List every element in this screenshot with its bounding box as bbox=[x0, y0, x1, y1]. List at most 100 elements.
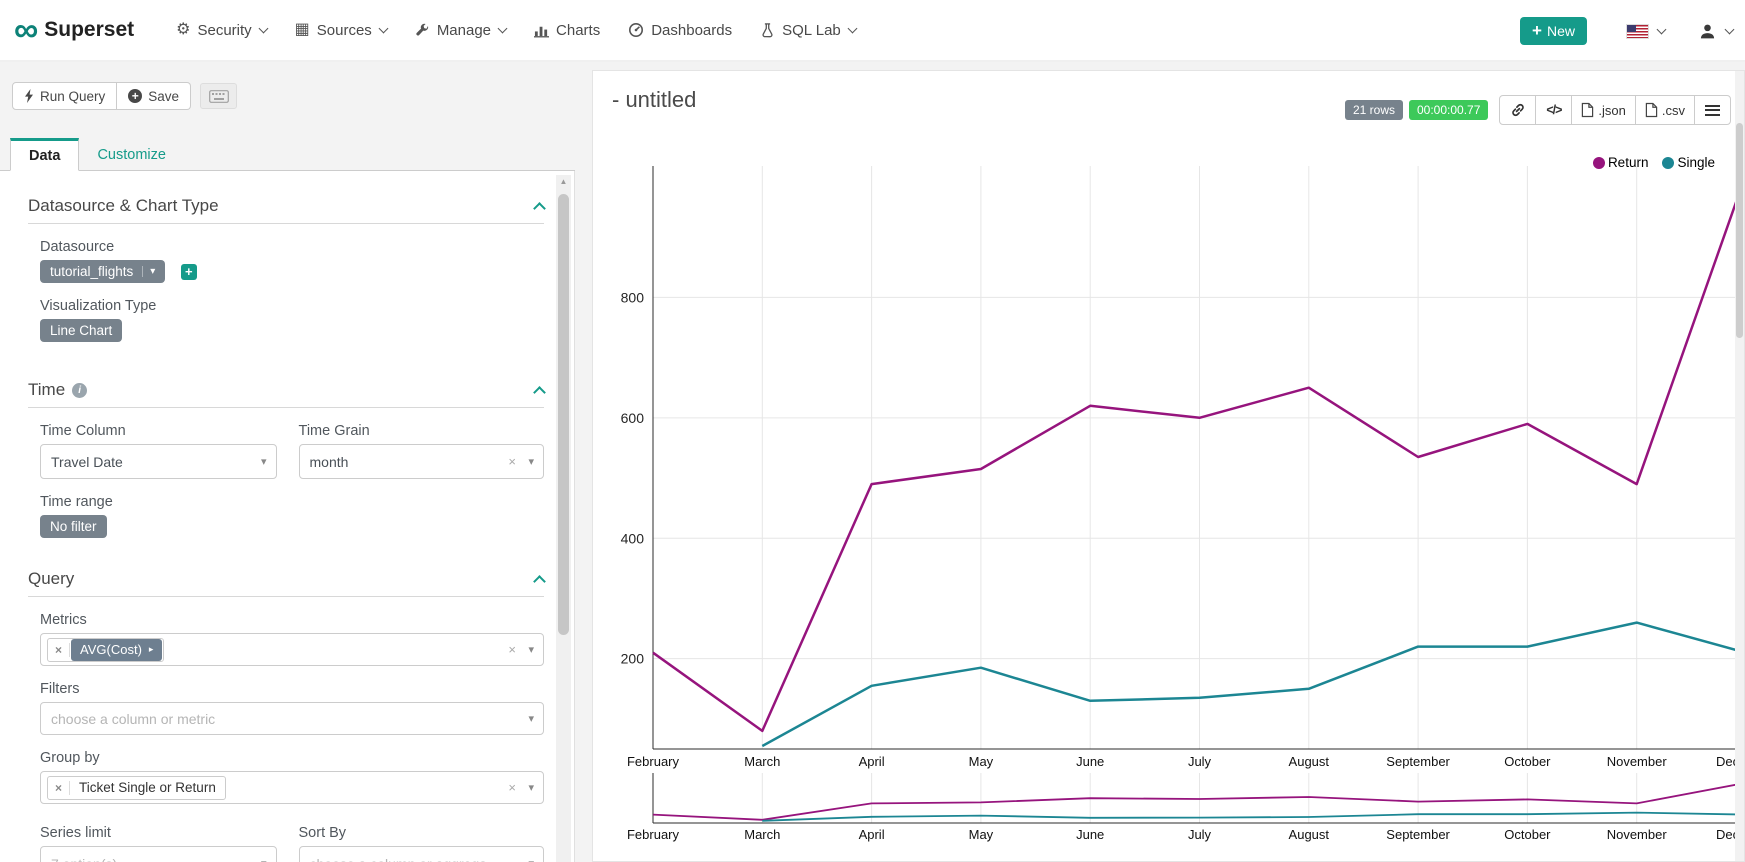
run-query-button[interactable]: Run Query bbox=[12, 82, 118, 110]
svg-text:October: October bbox=[1504, 754, 1551, 769]
bar-chart-icon bbox=[534, 26, 550, 37]
caret-down-icon: ▾ bbox=[528, 713, 534, 725]
gauge-icon bbox=[629, 23, 644, 37]
line-chart[interactable]: 200 400 600 800 February March April May June Jul… bbox=[593, 166, 1745, 772]
clear-icon[interactable]: × bbox=[508, 780, 516, 795]
superset-logo[interactable]: ∞ Superset bbox=[14, 13, 134, 47]
chevron-down-icon bbox=[847, 23, 858, 33]
group-by-select[interactable]: × Ticket Single or Return × ▾ bbox=[40, 771, 544, 804]
time-range-chip[interactable]: No filter bbox=[40, 515, 107, 538]
tab-customize[interactable]: Customize bbox=[97, 146, 166, 163]
save-button[interactable]: + Save bbox=[117, 82, 192, 110]
add-datasource-icon[interactable]: + bbox=[180, 263, 197, 280]
caret-down-icon: ▾ bbox=[528, 644, 534, 656]
filters-select[interactable]: choose a column or metric ▾ bbox=[40, 702, 544, 735]
svg-text:August: August bbox=[1289, 754, 1330, 769]
new-button[interactable]: + New bbox=[1520, 17, 1587, 45]
caret-right-icon: ▸ bbox=[148, 644, 154, 654]
query-timer-badge: 00:00:00.77 bbox=[1409, 100, 1489, 120]
file-icon bbox=[1582, 102, 1594, 118]
menu-sql-lab[interactable]: SQL Lab bbox=[746, 0, 870, 61]
time-column-select[interactable]: Travel Date ▾ bbox=[40, 444, 277, 479]
info-icon[interactable]: i bbox=[72, 382, 88, 398]
main-menu: ⚙ Security ▦ Sources Manage Charts Dashb… bbox=[162, 0, 870, 61]
time-grain-select[interactable]: month × ▾ bbox=[298, 444, 544, 479]
link-icon bbox=[1512, 103, 1524, 117]
wrench-icon bbox=[416, 23, 428, 35]
legend-return[interactable]: Return bbox=[1592, 155, 1648, 170]
language-flag-us[interactable] bbox=[1627, 24, 1648, 38]
svg-text:July: July bbox=[1188, 827, 1212, 842]
svg-text:June: June bbox=[1076, 754, 1104, 769]
keyboard-shortcuts-button[interactable] bbox=[200, 83, 238, 109]
datasource-chip[interactable]: tutorial_flights ▾ bbox=[40, 260, 166, 283]
series-limit-select[interactable]: 7 option(s) ▾ bbox=[40, 846, 277, 862]
export-csv-button[interactable]: .csv bbox=[1634, 95, 1695, 125]
chart-panel-scrollbar[interactable] bbox=[1735, 71, 1744, 861]
menu-charts[interactable]: Charts bbox=[520, 0, 614, 61]
chart-panel: - untitled 21 rows 00:00:00.77 </> .json… bbox=[592, 70, 1745, 862]
chevron-down-icon[interactable] bbox=[1656, 24, 1667, 34]
remove-group-by-icon[interactable]: × bbox=[48, 780, 71, 795]
menu-dashboards[interactable]: Dashboards bbox=[614, 0, 746, 61]
remove-metric-icon[interactable]: × bbox=[48, 642, 71, 657]
svg-text:800: 800 bbox=[621, 289, 645, 305]
caret-down-icon: ▾ bbox=[528, 857, 534, 862]
datasource-label: Datasource bbox=[40, 239, 115, 255]
sort-by-select[interactable]: choose a column or aggregate function ▾ bbox=[298, 846, 544, 862]
chevron-up-icon[interactable] bbox=[533, 202, 546, 215]
scrollbar-thumb[interactable] bbox=[558, 194, 569, 635]
sort-by-label: Sort By bbox=[298, 825, 347, 841]
svg-text:February: February bbox=[627, 754, 680, 769]
time-column-label: Time Column bbox=[40, 423, 126, 439]
svg-text:600: 600 bbox=[621, 410, 645, 426]
short-link-button[interactable] bbox=[1499, 95, 1537, 125]
panel-tabs: Data Customize bbox=[0, 138, 575, 171]
view-query-button[interactable]: </> bbox=[1535, 95, 1573, 125]
group-by-token: × Ticket Single or Return bbox=[47, 775, 226, 800]
export-json-button[interactable]: .json bbox=[1571, 95, 1636, 125]
chevron-down-icon[interactable] bbox=[1724, 24, 1735, 34]
svg-text:April: April bbox=[859, 827, 885, 842]
file-icon bbox=[1645, 102, 1658, 118]
menu-sources[interactable]: ▦ Sources bbox=[281, 0, 401, 61]
clear-icon[interactable]: × bbox=[508, 454, 516, 469]
menu-manage[interactable]: Manage bbox=[401, 0, 520, 61]
caret-down-icon: ▾ bbox=[260, 456, 267, 468]
section-datasource-chart-type: Datasource & Chart Type bbox=[28, 196, 546, 216]
legend-dot-single bbox=[1662, 156, 1675, 169]
scrollbar-thumb[interactable] bbox=[1736, 123, 1743, 338]
series-limit-label: Series limit bbox=[40, 825, 111, 841]
menu-security[interactable]: ⚙ Security bbox=[162, 0, 281, 61]
svg-text:August: August bbox=[1289, 827, 1330, 842]
plus-icon: + bbox=[1532, 21, 1542, 40]
left-panel-scrollbar[interactable]: ▲ bbox=[556, 175, 571, 862]
caret-down-icon: ▾ bbox=[261, 857, 267, 862]
metric-chip[interactable]: AVG(Cost) ▸ bbox=[71, 638, 163, 661]
svg-text:February: February bbox=[627, 827, 680, 842]
legend-dot-return bbox=[1592, 156, 1605, 169]
filters-label: Filters bbox=[40, 681, 80, 697]
viz-type-chip[interactable]: Line Chart bbox=[40, 319, 123, 342]
chart-brush-preview[interactable]: February March April May June July August Septe… bbox=[593, 773, 1745, 845]
metrics-label: Metrics bbox=[40, 612, 87, 628]
chart-title[interactable]: - untitled bbox=[612, 87, 697, 112]
time-grain-label: Time Grain bbox=[298, 423, 370, 439]
time-range-label: Time range bbox=[40, 494, 113, 510]
metrics-select[interactable]: × AVG(Cost) ▸ × ▾ bbox=[40, 633, 544, 666]
section-time: Time i bbox=[28, 380, 546, 400]
svg-text:March: March bbox=[744, 827, 780, 842]
tab-data[interactable]: Data bbox=[10, 138, 80, 171]
legend-single[interactable]: Single bbox=[1662, 155, 1715, 170]
chevron-down-icon bbox=[258, 23, 269, 33]
chevron-up-icon[interactable] bbox=[533, 575, 546, 588]
user-icon[interactable] bbox=[1699, 23, 1716, 40]
clear-icon[interactable]: × bbox=[508, 642, 516, 657]
chevron-up-icon[interactable] bbox=[533, 386, 546, 399]
navbar: ∞ Superset ⚙ Security ▦ Sources Manage C… bbox=[0, 0, 1745, 62]
svg-text:November: November bbox=[1607, 827, 1668, 842]
gears-icon: ⚙ bbox=[176, 21, 191, 38]
chart-menu-button[interactable] bbox=[1694, 95, 1731, 125]
scroll-up-arrow-icon[interactable]: ▲ bbox=[559, 177, 568, 186]
row-count-badge: 21 rows bbox=[1344, 100, 1403, 120]
